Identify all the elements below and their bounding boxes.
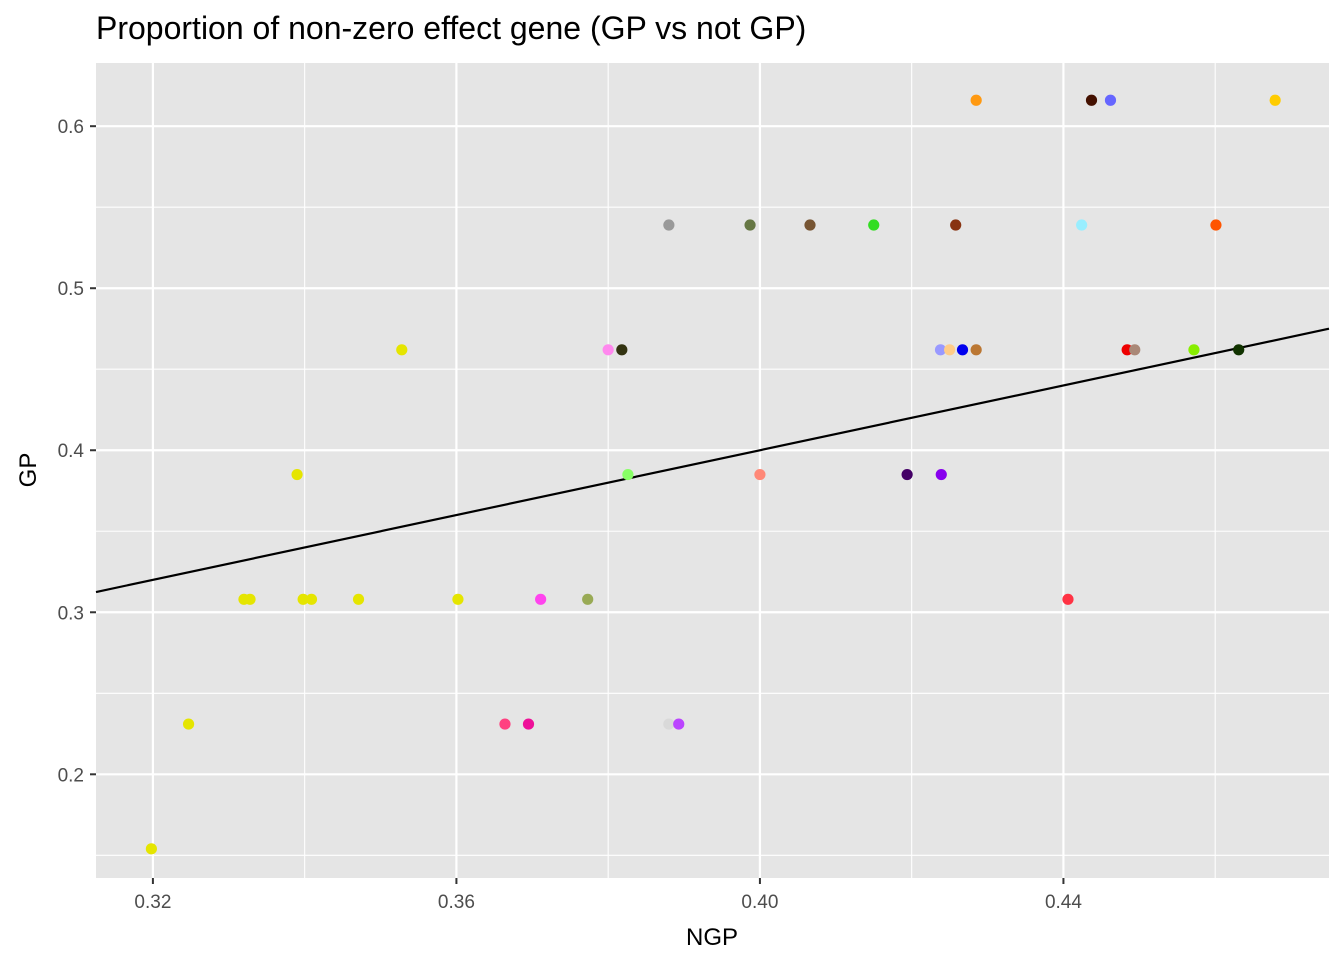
- data-point: [499, 718, 511, 730]
- data-point: [901, 468, 913, 481]
- y-tick-label: 0.4: [58, 441, 85, 462]
- major-gridlines: [96, 63, 1329, 878]
- data-point: [868, 219, 880, 231]
- data-point: [1076, 219, 1088, 231]
- data-point: [754, 468, 766, 481]
- reference-line: [95, 327, 1330, 594]
- data-point: [305, 593, 318, 605]
- data-point: [452, 593, 464, 605]
- data-point: [145, 843, 157, 855]
- data-point: [622, 468, 634, 481]
- data-point: [522, 718, 535, 730]
- y-tick-label: 0.6: [58, 117, 84, 138]
- x-tick-label: 0.32: [134, 892, 171, 913]
- x-tick-label: 0.36: [438, 892, 475, 913]
- y-axis-title: GP: [15, 453, 42, 488]
- data-point: [1188, 344, 1200, 356]
- data-point: [535, 593, 547, 605]
- data-point: [291, 468, 303, 481]
- x-axis-ticks: 0.32 0.36 0.40 0.44: [134, 878, 1082, 913]
- data-point: [1129, 344, 1141, 356]
- data-point: [1269, 94, 1281, 106]
- data-point: [1210, 219, 1222, 231]
- data-point: [673, 718, 685, 730]
- data-points: [145, 94, 1281, 855]
- data-point: [1085, 94, 1098, 106]
- data-point: [616, 344, 628, 356]
- data-point: [582, 593, 594, 605]
- data-point: [182, 718, 195, 730]
- y-tick-label: 0.2: [58, 765, 84, 786]
- x-tick-label: 0.44: [1045, 892, 1082, 913]
- data-point: [1104, 94, 1117, 106]
- data-point: [602, 344, 614, 356]
- data-point: [804, 219, 816, 231]
- y-tick-label: 0.3: [58, 603, 84, 624]
- minor-gridlines: [96, 63, 1329, 878]
- data-point: [944, 344, 956, 356]
- x-tick-label: 0.40: [741, 892, 778, 913]
- data-point: [956, 344, 969, 356]
- data-point: [352, 593, 365, 605]
- plot-panel: [96, 63, 1329, 878]
- data-point: [934, 344, 947, 356]
- data-point: [744, 219, 756, 231]
- x-axis-title: NGP: [686, 924, 738, 951]
- data-point: [663, 219, 675, 231]
- data-point: [970, 94, 982, 106]
- data-point: [663, 718, 675, 730]
- data-point: [297, 593, 309, 605]
- chart-title: Proportion of non-zero effect gene (GP v…: [96, 10, 806, 46]
- data-point: [1233, 344, 1245, 356]
- y-axis-ticks: 0.2 0.3 0.4 0.5 0.6: [58, 117, 96, 786]
- data-point: [970, 344, 982, 356]
- reference-line-group: [95, 327, 1330, 594]
- data-point: [1062, 593, 1074, 605]
- data-point: [950, 219, 962, 231]
- data-point: [244, 593, 256, 605]
- data-point: [935, 468, 947, 481]
- y-tick-label: 0.5: [58, 279, 84, 300]
- data-point: [396, 344, 408, 356]
